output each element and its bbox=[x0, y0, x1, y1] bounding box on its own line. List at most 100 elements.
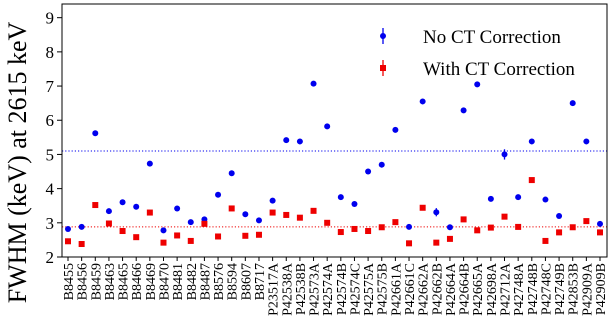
with-ct-point bbox=[187, 237, 194, 244]
no-ct-point bbox=[528, 138, 535, 145]
with-ct-point bbox=[160, 239, 167, 246]
x-tick-label: P42661A bbox=[389, 262, 404, 316]
legend-label: With CT Correction bbox=[423, 59, 575, 80]
with-ct-point bbox=[215, 233, 222, 240]
x-tick-label: B8717 bbox=[253, 263, 268, 300]
no-ct-point bbox=[296, 138, 303, 145]
no-ct-point bbox=[474, 81, 481, 88]
no-ct-point bbox=[146, 160, 153, 167]
no-ct-point bbox=[501, 151, 508, 158]
with-ct-point bbox=[351, 225, 358, 232]
with-ct-point bbox=[460, 216, 467, 223]
with-ct-point bbox=[501, 213, 508, 220]
with-ct-point bbox=[174, 232, 181, 239]
no-ct-point bbox=[65, 225, 71, 232]
with-ct-point bbox=[597, 229, 603, 236]
no-ct-point bbox=[160, 227, 167, 234]
no-ct-point bbox=[119, 199, 126, 206]
with-ct-point bbox=[406, 240, 413, 247]
y-axis-title: FWHM (keV) at 2615 keV bbox=[3, 21, 32, 303]
no-ct-point bbox=[228, 170, 235, 177]
no-ct-point bbox=[269, 197, 276, 204]
no-ct-point bbox=[569, 100, 576, 107]
reference-lines bbox=[62, 150, 607, 228]
y-tick-label: 2 bbox=[46, 248, 55, 267]
x-tick-label: B8607 bbox=[239, 263, 254, 300]
x-tick-label: B8465 bbox=[117, 263, 132, 300]
x-tick-label: B8469 bbox=[144, 263, 159, 300]
with-ct-point bbox=[119, 228, 126, 235]
no-ct-point bbox=[174, 205, 181, 212]
no-ct-point bbox=[255, 217, 262, 224]
no-ct-point bbox=[324, 123, 331, 130]
y-tick-label: 6 bbox=[46, 111, 55, 130]
y-tick-label: 7 bbox=[46, 77, 55, 96]
y-tick-label: 8 bbox=[46, 43, 55, 62]
with-ct-point bbox=[133, 234, 140, 241]
with-ct-point bbox=[255, 231, 262, 238]
with-ct-point bbox=[337, 229, 344, 236]
no-ct-point bbox=[487, 195, 494, 202]
x-tick-label: P42662B bbox=[430, 263, 445, 315]
x-tick-label: P42574A bbox=[321, 262, 336, 316]
x-tick-label: B8481 bbox=[171, 263, 186, 300]
x-tick-label: P42909A bbox=[580, 262, 595, 316]
legend-label: No CT Correction bbox=[423, 27, 561, 48]
with-ct-point bbox=[446, 235, 453, 242]
no-ct-point bbox=[597, 220, 603, 227]
with-ct-point bbox=[583, 218, 590, 225]
no-ct-point bbox=[515, 194, 522, 201]
no-ct-point bbox=[433, 209, 440, 216]
no-ct-point bbox=[310, 80, 317, 87]
with-ct-point bbox=[515, 223, 522, 230]
y-tick-label: 3 bbox=[46, 214, 55, 233]
with-ct-point bbox=[365, 228, 372, 235]
x-tick-label: P42574B bbox=[335, 263, 350, 315]
x-tick-label: B8466 bbox=[130, 263, 145, 300]
x-tick-label: B8456 bbox=[76, 263, 91, 300]
x-tick-label: P42538A bbox=[280, 262, 295, 316]
no-ct-point bbox=[337, 194, 344, 201]
with-ct-point bbox=[324, 219, 331, 226]
with-ct-point bbox=[487, 224, 494, 231]
with-ct-point bbox=[105, 220, 112, 227]
with-ct-point bbox=[65, 238, 71, 245]
with-ct-point bbox=[392, 219, 399, 226]
x-tick-label: B8594 bbox=[226, 263, 241, 300]
x-tick-label: P42574C bbox=[348, 263, 363, 315]
data-marks bbox=[65, 80, 603, 248]
y-tick-label: 4 bbox=[46, 180, 55, 199]
x-tick-label: P42748C bbox=[539, 263, 554, 315]
with-ct-point bbox=[92, 202, 99, 209]
x-tick-label: B8470 bbox=[157, 263, 172, 300]
y-tick-label: 5 bbox=[46, 145, 55, 164]
no-ct-point bbox=[283, 137, 290, 144]
with-ct-point bbox=[310, 207, 317, 214]
no-ct-point bbox=[242, 211, 249, 218]
x-tick-label: P23517A bbox=[267, 262, 282, 316]
x-tick-label: P42853B bbox=[567, 263, 582, 315]
legend-marker-square bbox=[380, 65, 386, 71]
no-ct-point bbox=[78, 223, 85, 230]
x-tick-label: B8463 bbox=[103, 263, 118, 300]
x-tick-label: P42749B bbox=[553, 263, 568, 315]
x-tick-label: P42698A bbox=[485, 262, 500, 316]
x-tick-label: P42575A bbox=[362, 262, 377, 316]
with-ct-point bbox=[78, 241, 85, 248]
with-ct-point bbox=[556, 229, 563, 236]
no-ct-point bbox=[542, 196, 549, 203]
plot-area-frame bbox=[61, 3, 608, 258]
with-ct-point bbox=[474, 227, 481, 234]
x-tick-label: P42664A bbox=[444, 262, 459, 316]
with-ct-point bbox=[569, 224, 576, 231]
with-ct-point bbox=[433, 239, 440, 246]
x-tick-label: P42665A bbox=[471, 262, 486, 316]
legend: No CT Correction With CT Correction bbox=[380, 27, 575, 80]
x-tick-label: B8576 bbox=[212, 263, 227, 300]
x-tick-label: P42748B bbox=[526, 263, 541, 315]
with-ct-point bbox=[269, 209, 276, 216]
no-ct-point bbox=[460, 107, 467, 114]
with-ct-point bbox=[201, 220, 208, 227]
no-ct-point bbox=[365, 168, 372, 175]
no-ct-point bbox=[378, 161, 385, 168]
